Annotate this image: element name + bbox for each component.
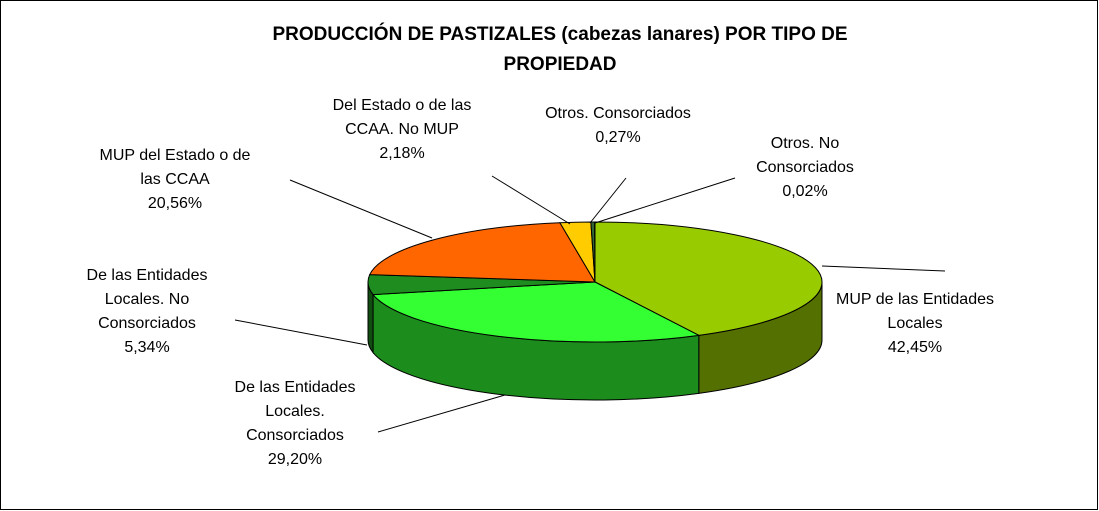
slice-label: Otros. No Consorciados bbox=[756, 135, 854, 176]
leader-line bbox=[491, 175, 571, 225]
leader-line bbox=[377, 394, 506, 433]
slice bbox=[594, 221, 823, 336]
leader-line bbox=[589, 177, 627, 224]
slice-label: De las Entidades Locales. Consorciados bbox=[235, 379, 356, 444]
slice-value-label: 0,27% bbox=[595, 129, 640, 146]
leader-line bbox=[289, 179, 433, 239]
slice-value-label: 0,02% bbox=[782, 183, 827, 200]
slice-label: Otros. Consorciados bbox=[545, 105, 691, 122]
slice-value-label: 5,34% bbox=[124, 339, 169, 356]
leader-line bbox=[594, 177, 736, 224]
chart-title: PRODUCCIÓN DE PASTIZALES (cabezas lanare… bbox=[272, 23, 847, 75]
slice-label: Del Estado o de las CCAA. No MUP bbox=[333, 97, 472, 138]
slice-value-label: 20,56% bbox=[148, 195, 202, 212]
slice-label: MUP de las Entidades Locales bbox=[836, 291, 994, 332]
slice bbox=[372, 281, 701, 343]
slice-value-label: 29,20% bbox=[268, 451, 322, 468]
leader-line bbox=[234, 319, 368, 346]
slice-value-label: 2,18% bbox=[379, 145, 424, 162]
slice-value-label: 42,45% bbox=[888, 339, 942, 356]
leader-line bbox=[821, 265, 946, 272]
slice bbox=[368, 222, 596, 283]
slice-label: MUP del Estado o de las CCAA bbox=[100, 147, 251, 188]
slice-label: De las Entidades Locales. No Consorciados bbox=[87, 267, 208, 332]
